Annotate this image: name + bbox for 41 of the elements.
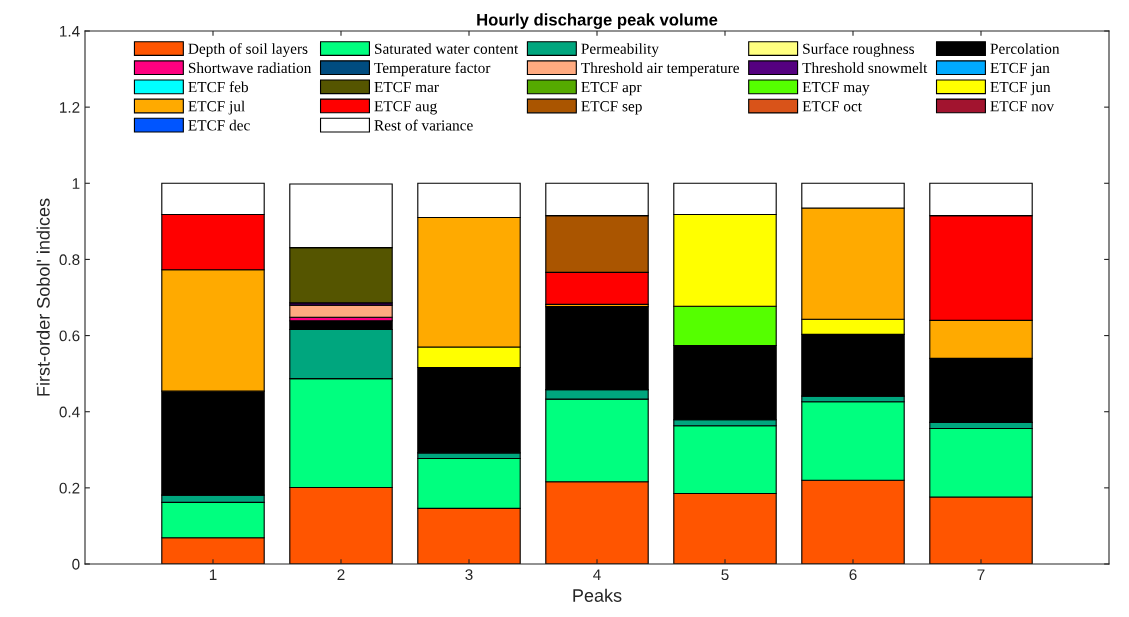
- x-tick-label: 7: [977, 569, 985, 580]
- legend-label: ETCF mar: [374, 81, 439, 93]
- x-tick-label: 5: [721, 569, 729, 581]
- x-axis-title: Peaks: [573, 588, 622, 602]
- legend-label: Threshold snowmelt: [802, 62, 928, 74]
- legend-label: Permeability: [581, 43, 659, 58]
- x-tick-label: 4: [593, 569, 601, 580]
- legend-label: Rest of variance: [374, 119, 473, 131]
- y-tick-label: 0.8: [59, 254, 80, 266]
- x-tick-label: 1: [209, 569, 217, 580]
- legend-label: ETCF sep: [581, 101, 642, 115]
- y-tick-label: 1: [72, 178, 80, 189]
- legend-label: Threshold air temperature: [581, 62, 739, 77]
- y-tick-label: 0: [72, 558, 80, 570]
- legend-label: Depth of soil layers: [188, 43, 308, 58]
- y-tick-label: 1.4: [60, 26, 80, 37]
- legend-label: ETCF jun: [990, 81, 1051, 96]
- legend-label: ETCF apr: [581, 81, 642, 96]
- legend-label: Saturated water content: [375, 43, 519, 54]
- x-tick-label: 2: [337, 569, 345, 580]
- y-tick-label: 0.2: [59, 482, 80, 494]
- y-tick-label: 0.4: [59, 406, 80, 418]
- legend-label: Temperature factor: [374, 62, 491, 77]
- legend-label: ETCF jan: [990, 62, 1050, 77]
- chart-title: Hourly discharge peak volume: [477, 13, 718, 29]
- legend-label: ETCF feb: [188, 81, 248, 93]
- x-tick-label: 6: [849, 569, 857, 581]
- legend-label: ETCF jul: [188, 100, 245, 115]
- legend-label: Shortwave radiation: [188, 62, 312, 74]
- x-tick-label: 3: [465, 569, 473, 581]
- legend-label: ETCF aug: [374, 101, 437, 115]
- y-axis-title: First-order Sobol' indices: [36, 198, 50, 396]
- legend-label: ETCF nov: [990, 101, 1055, 112]
- legend-label: ETCF may: [802, 81, 870, 96]
- legend-label: Percolation: [990, 43, 1060, 54]
- legend-label: ETCF oct: [802, 101, 862, 112]
- bar: [289, 304, 393, 318]
- legend-label: Surface roughness: [803, 43, 915, 58]
- y-tick-label: 1.2: [60, 102, 80, 113]
- legend-label: ETCF dec: [188, 119, 250, 131]
- y-tick-label: 0.6: [59, 330, 80, 342]
